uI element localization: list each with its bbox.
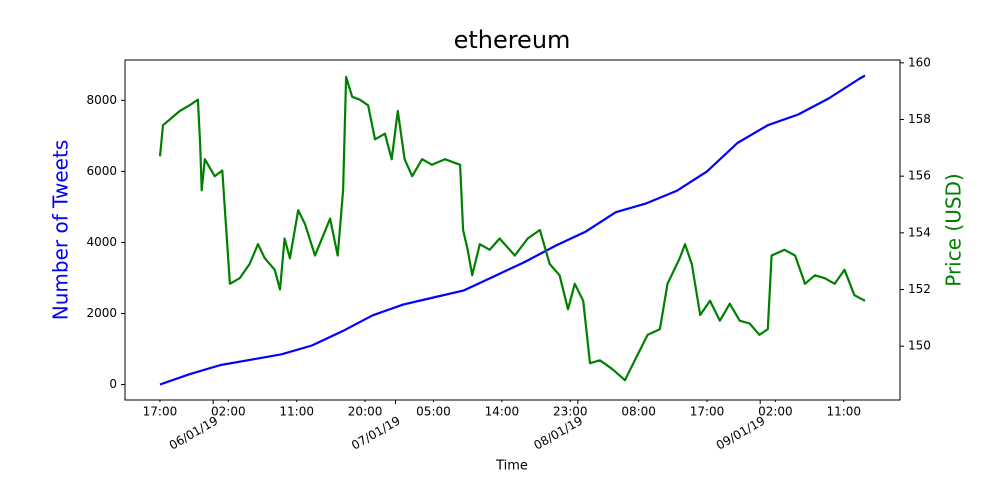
data-line	[159, 74, 866, 386]
y-axis-label: Number of Tweets	[49, 140, 73, 320]
x-tick-label: 20:00	[348, 405, 383, 419]
x-tick-label: 02:00	[211, 405, 246, 419]
chart-title: ethereum	[454, 26, 571, 54]
y2-tick-label: 154	[908, 225, 931, 239]
y-tick-label: 4000	[86, 235, 117, 249]
x-tick-label: 17:00	[143, 405, 178, 419]
x-tick-label: 02:00	[758, 405, 793, 419]
x-major-tick-label: 09/01/19	[714, 414, 768, 453]
y-tick-label: 8000	[86, 93, 117, 107]
y2-tick-label: 160	[908, 55, 931, 69]
x-axis-label: Time	[495, 459, 528, 474]
x-major-tick-label: 08/01/19	[531, 414, 585, 453]
data-line	[158, 75, 866, 382]
x-tick-label: 17:00	[690, 405, 725, 419]
y2-tick-label: 152	[908, 282, 931, 296]
x-tick-label: 11:00	[826, 405, 861, 419]
y2-tick-label: 150	[908, 339, 931, 353]
x-tick-label: 23:00	[553, 405, 588, 419]
y2-tick-label: 158	[908, 112, 931, 126]
x-major-tick-label: 06/01/19	[167, 414, 221, 453]
x-tick-label: 11:00	[279, 405, 314, 419]
y2-tick-label: 156	[908, 169, 931, 183]
y-tick-label: 0	[109, 377, 117, 391]
y2-axis-label: Price (USD)	[942, 173, 966, 287]
x-tick-label: 14:00	[485, 405, 520, 419]
plot-frame	[124, 59, 901, 401]
x-tick-label: 05:00	[416, 405, 451, 419]
y-tick-label: 6000	[86, 164, 117, 178]
x-major-tick-label: 07/01/19	[349, 414, 403, 453]
x-tick-label: 08:00	[621, 405, 656, 419]
y-tick-label: 2000	[86, 306, 117, 320]
